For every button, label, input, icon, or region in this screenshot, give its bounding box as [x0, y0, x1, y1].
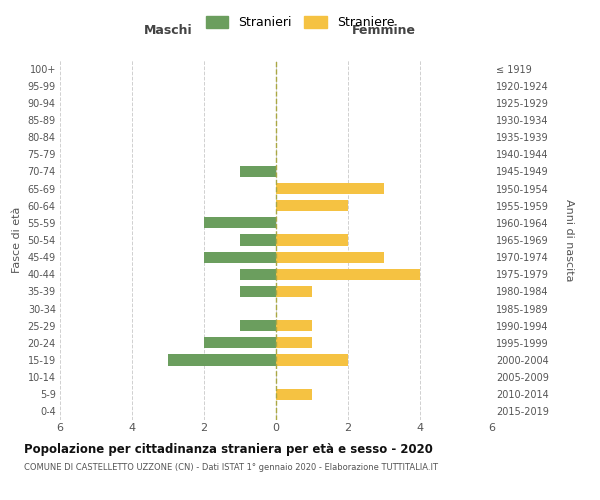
Bar [240, 320, 276, 332]
Text: COMUNE DI CASTELLETTO UZZONE (CN) - Dati ISTAT 1° gennaio 2020 - Elaborazione TU: COMUNE DI CASTELLETTO UZZONE (CN) - Dati… [24, 462, 438, 471]
Text: Popolazione per cittadinanza straniera per età e sesso - 2020: Popolazione per cittadinanza straniera p… [24, 442, 433, 456]
Bar [240, 268, 276, 280]
Bar [276, 338, 312, 348]
Bar [276, 252, 384, 262]
Y-axis label: Anni di nascita: Anni di nascita [564, 198, 574, 281]
Bar [276, 320, 312, 332]
Bar [240, 234, 276, 246]
Bar [204, 338, 276, 348]
Text: Maschi: Maschi [143, 24, 193, 38]
Bar [240, 286, 276, 297]
Bar [276, 268, 420, 280]
Bar [276, 354, 348, 366]
Bar [276, 200, 348, 211]
Bar [204, 252, 276, 262]
Text: Femmine: Femmine [352, 24, 416, 38]
Y-axis label: Fasce di età: Fasce di età [12, 207, 22, 273]
Bar [276, 388, 312, 400]
Legend: Stranieri, Straniere: Stranieri, Straniere [201, 11, 399, 34]
Bar [276, 234, 348, 246]
Bar [240, 166, 276, 177]
Bar [168, 354, 276, 366]
Bar [276, 286, 312, 297]
Bar [276, 183, 384, 194]
Bar [204, 218, 276, 228]
